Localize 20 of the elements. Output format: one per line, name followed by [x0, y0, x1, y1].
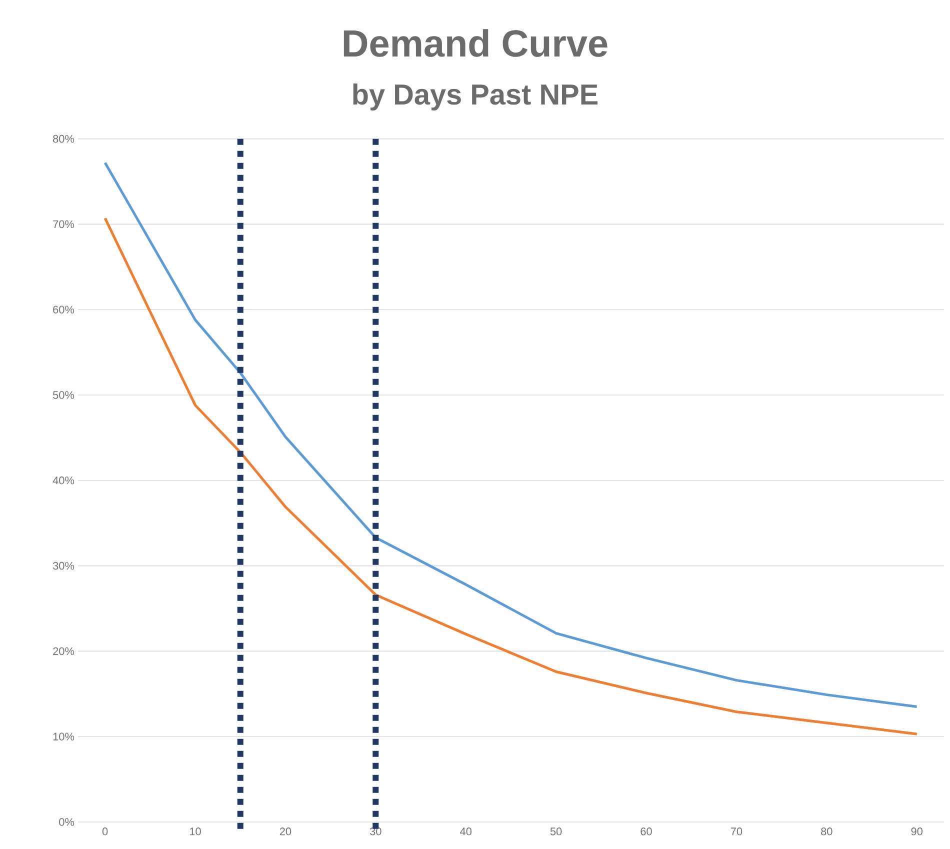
y-tick-label: 20%	[53, 647, 74, 656]
x-tick-label: 40	[460, 828, 472, 836]
chart-subtitle: by Days Past NPE	[353, 84, 598, 110]
x-tick-label: 80	[821, 828, 832, 836]
y-tick-label: 50%	[52, 391, 74, 399]
x-tick-label: 10	[190, 828, 201, 836]
y-tick-label: 80%	[53, 134, 74, 143]
y-tick-label: 0%	[59, 818, 74, 826]
y-tick-label: 60%	[53, 306, 74, 314]
y-tick-label: 70%	[53, 220, 74, 228]
y-tick-label: 40%	[52, 476, 74, 484]
y-tick-label: 10%	[53, 732, 74, 740]
x-tick-label: 90	[911, 828, 922, 836]
chart-title: Demand Curve	[344, 29, 608, 57]
y-tick-label: 30%	[52, 562, 74, 570]
x-tick-label: 50	[550, 828, 562, 836]
x-tick-label: 0	[102, 828, 108, 836]
x-tick-label: 70	[730, 828, 742, 836]
x-tick-label: 60	[640, 828, 652, 836]
x-tick-label: 20	[280, 828, 292, 836]
